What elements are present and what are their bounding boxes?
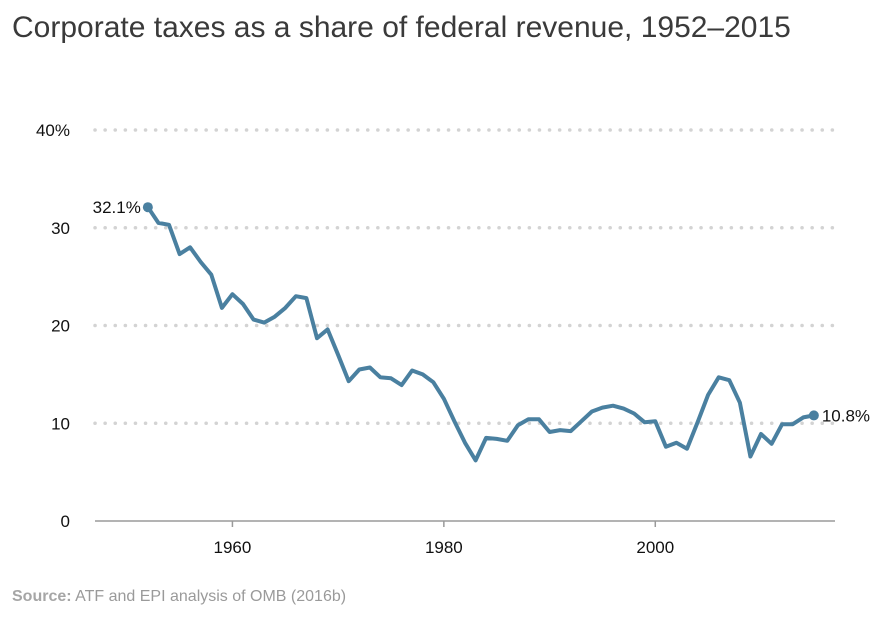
source-label: Source: (12, 588, 72, 605)
gridlines (93, 128, 837, 522)
x-tick-label: 1980 (425, 538, 463, 557)
y-tick-label: 0 (61, 512, 70, 531)
chart-title: Corporate taxes as a share of federal re… (12, 11, 791, 44)
x-tick-label: 2000 (636, 538, 674, 557)
line-chart: 0 10 20 30 40% 1960 1980 2000 32.1% 10.8% (36, 121, 870, 557)
y-tick-label: 30 (51, 219, 70, 238)
annotation-label: 10.8% (822, 406, 870, 425)
y-tick-label: 40% (36, 121, 70, 140)
source-note: Source: ATF and EPI analysis of OMB (201… (12, 588, 346, 606)
annotation-label: 32.1% (93, 198, 141, 217)
y-tick-label: 20 (51, 317, 70, 336)
source-text: ATF and EPI analysis of OMB (2016b) (75, 588, 347, 605)
series-line (145, 205, 816, 463)
y-axis: 0 10 20 30 40% (36, 121, 70, 531)
x-tick-label: 1960 (214, 538, 252, 557)
y-tick-label: 10 (51, 414, 70, 433)
annotations: 32.1% 10.8% (93, 198, 870, 425)
x-axis: 1960 1980 2000 (214, 521, 674, 557)
annotation-point (142, 202, 153, 213)
series-layer (145, 205, 816, 463)
annotation-point (808, 410, 819, 421)
